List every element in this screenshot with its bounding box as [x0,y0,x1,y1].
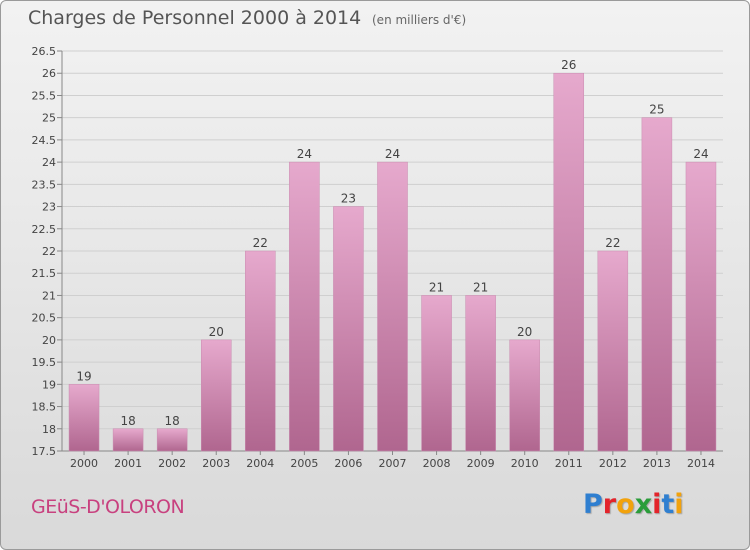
data-label-2001: 18 [120,414,135,428]
bar-2010 [509,339,540,452]
x-tick-label-2010: 2010 [511,457,539,470]
y-tick-label: 20 [42,334,56,347]
bar-2008 [421,295,452,452]
x-tick-label-2003: 2003 [202,457,230,470]
brand-letter: P [583,489,603,520]
x-tick-label-2002: 2002 [158,457,186,470]
data-label-2009: 21 [473,280,488,294]
bar-2014 [685,161,717,452]
brand-letter: r [602,489,617,520]
y-tick-label: 18.5 [32,401,57,414]
x-tick-label-2011: 2011 [555,457,583,470]
proxiti-logo: Proxiti [583,489,684,520]
y-tick-label: 19 [42,378,56,391]
bar-2000 [68,384,100,452]
bars [68,72,717,452]
chart-title: Charges de Personnel 2000 à 2014 [28,7,362,29]
x-tick-label-2009: 2009 [467,457,495,470]
y-tick-label: 25.5 [32,89,57,102]
brand-letter: t [661,489,675,520]
x-tick-label-2013: 2013 [643,457,671,470]
data-label-2006: 23 [341,192,356,206]
data-label-2004: 22 [253,236,268,250]
bar-2011 [553,72,585,452]
y-tick-label: 24.5 [32,134,57,147]
data-label-2014: 24 [693,147,708,161]
y-tick-label: 20.5 [32,312,57,325]
x-tick-label-2000: 2000 [70,457,98,470]
data-label-2003: 20 [209,325,224,339]
y-tick-labels: 17.5 18 18.5 19 19.5 20 20.5 21 21.5 22 22.5 23 23.5… [32,45,57,458]
x-tick-label-2007: 2007 [379,457,407,470]
bar-2003 [200,339,232,452]
bar-2012 [597,250,629,452]
y-tick-label: 21.5 [32,267,57,280]
data-label-2013: 25 [649,103,664,117]
data-label-2011: 26 [561,58,576,72]
x-tick-label-2004: 2004 [246,457,274,470]
bar-2013 [641,117,673,452]
brand-letter: o [616,489,635,520]
x-tick-label-2014: 2014 [687,457,715,470]
y-tick-label: 26 [42,67,56,80]
x-tick-labels: 2000 2001 2002 2003 2004 2005 2006 2007 2008 2009… [70,451,715,470]
y-tick-label: 21 [42,289,56,302]
commune-name: GEüS-D'OLORON [31,496,185,518]
bar-2009 [465,295,496,452]
y-tick-label: 22 [42,245,56,258]
y-tick-label: 24 [42,156,56,169]
data-label-2007: 24 [385,147,400,161]
x-tick-label-2008: 2008 [423,457,451,470]
bar-2002 [156,428,188,452]
data-label-2012: 22 [605,236,620,250]
y-tick-label: 22.5 [32,223,57,236]
brand-letter: i [652,489,662,520]
y-tick-label: 23.5 [32,178,57,191]
brand-letter: i [674,489,684,520]
bar-2001 [112,428,144,452]
x-tick-label-2001: 2001 [114,457,142,470]
data-labels: 19 18 18 20 22 24 23 24 21 21 20 26 22 25 24 [76,58,708,428]
data-label-2010: 20 [517,325,532,339]
data-label-2008: 21 [429,280,444,294]
bar-2005 [289,161,320,452]
y-tick-label: 25 [42,112,56,125]
x-tick-label-2012: 2012 [599,457,627,470]
x-tick-label-2005: 2005 [290,457,318,470]
y-tick-label: 26.5 [32,45,57,58]
y-tick-label: 23 [42,201,56,214]
bar-2006 [333,206,364,452]
y-tick-label: 18 [42,423,56,436]
brand-letter: x [634,489,653,520]
x-tick-label-2006: 2006 [334,457,362,470]
y-tick-label: 19.5 [32,356,57,369]
bar-2007 [377,161,408,452]
chart-unit-note: (en milliers d'€) [372,13,467,27]
data-label-2000: 19 [76,369,91,383]
y-tick-label: 17.5 [32,445,57,458]
bar-2004 [245,250,276,452]
data-label-2002: 18 [165,414,180,428]
data-label-2005: 24 [297,147,312,161]
